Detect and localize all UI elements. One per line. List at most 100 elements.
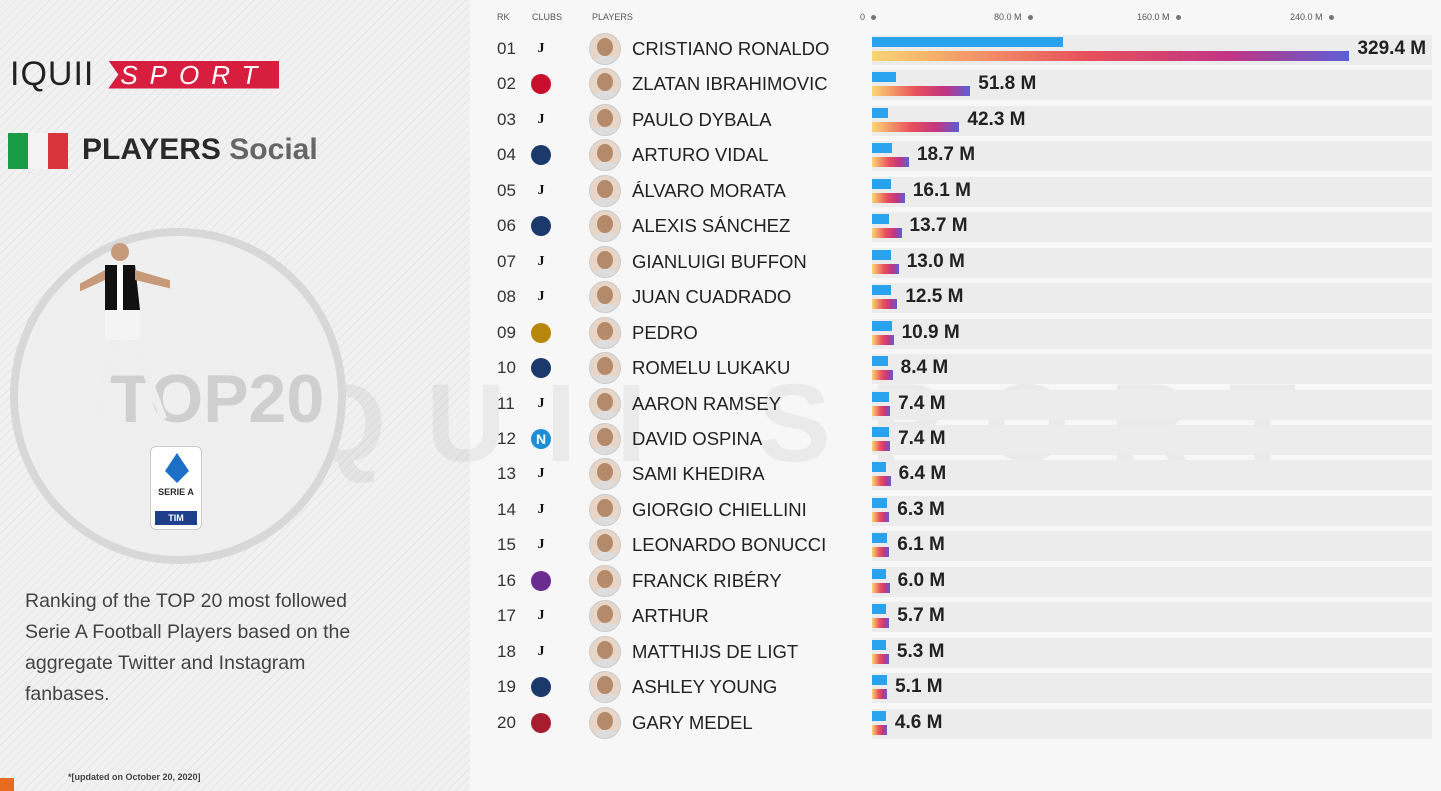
twitter-bar [872, 107, 888, 118]
roma-crest-icon [531, 322, 551, 343]
twitter-bar [872, 533, 887, 544]
bar-track [872, 318, 1432, 349]
table-row: 12 N DAVID OSPINA 7.4 M [0, 422, 1441, 459]
instagram-bar [872, 86, 971, 97]
bar-track [872, 105, 1432, 136]
player-name: ARTURO VIDAL [632, 144, 769, 166]
total-value-label: 5.3 M [896, 640, 945, 662]
bar-track [872, 354, 1432, 385]
player-name: FRANCK RIBÉRY [632, 569, 782, 591]
player-avatar [589, 458, 621, 491]
rank: 05 [497, 180, 516, 200]
rank: 01 [497, 39, 516, 58]
table-row: 14 J GIORGIO CHIELLINI 6.3 M [0, 493, 1441, 530]
rank: 12 [497, 428, 516, 448]
juventus-crest-icon: J [537, 41, 545, 56]
twitter-bar [872, 214, 890, 225]
total-value-label: 6.4 M [898, 463, 947, 485]
juventus-crest-icon: J [537, 289, 545, 305]
instagram-bar [872, 689, 888, 700]
twitter-bar [872, 462, 886, 473]
instagram-bar [872, 121, 960, 132]
instagram-bar [872, 653, 889, 664]
napoli-crest-icon: N [531, 428, 551, 449]
instagram-bar [872, 582, 890, 593]
instagram-bar [872, 618, 890, 629]
twitter-bar [872, 356, 888, 367]
table-row: 17 J ARTHUR 5.7 M [0, 600, 1441, 636]
bar-track [872, 460, 1432, 491]
juventus-crest-icon: J [537, 501, 545, 517]
player-name: DAVID OSPINA [632, 427, 763, 449]
player-avatar [589, 706, 621, 739]
juventus-crest-icon: J [537, 111, 545, 127]
table-row: 08 J JUAN CUADRADO 12.5 M [0, 281, 1441, 317]
bar-track [872, 566, 1432, 597]
serie-a-logo: SERIE A TIM [150, 446, 202, 530]
bologna-crest-icon [531, 712, 551, 733]
rank: 10 [497, 358, 516, 378]
rank: 07 [497, 251, 516, 271]
instagram-bar [872, 511, 890, 522]
player-avatar [589, 529, 621, 562]
table-row: 09 PEDRO 10.9 M [0, 316, 1441, 353]
inter-crest-icon [531, 145, 551, 166]
table-row: 05 J ÁLVARO MORATA 16.1 M [0, 174, 1441, 211]
twitter-bar [872, 426, 889, 437]
player-name: LEONARDO BONUCCI [632, 534, 827, 556]
total-value-label: 42.3 M [967, 108, 1026, 130]
table-row: 16 FRANCK RIBÉRY 6.0 M [0, 564, 1441, 601]
x-tick-label: 0 [860, 12, 877, 22]
bar-track [872, 247, 1432, 278]
total-value-label: 13.7 M [909, 215, 968, 237]
rank: 18 [497, 641, 516, 661]
table-row: 03 J PAULO DYBALA 42.3 M [0, 103, 1441, 140]
twitter-bar [872, 72, 896, 83]
total-value-label: 6.0 M [897, 569, 946, 591]
bar-track [872, 673, 1432, 704]
player-name: ASHLEY YOUNG [632, 676, 778, 698]
total-value-label: 329.4 M [1357, 38, 1427, 59]
total-value-label: 51.8 M [978, 73, 1037, 95]
instagram-bar [872, 157, 909, 168]
iquii-sport-logo: IQUII SPORT [10, 55, 280, 94]
twitter-bar [872, 497, 888, 508]
table-row: 06 ALEXIS SÁNCHEZ 13.7 M [0, 210, 1441, 246]
rank: 19 [497, 677, 516, 697]
player-avatar [589, 281, 621, 314]
twitter-bar [872, 391, 889, 402]
player-avatar [589, 174, 621, 207]
bar-track [872, 602, 1432, 633]
rank: 09 [497, 322, 516, 342]
total-value-label: 13.0 M [906, 250, 965, 272]
player-avatar [589, 352, 621, 385]
twitter-bar [872, 710, 887, 721]
player-name: GIORGIO CHIELLINI [632, 498, 807, 520]
player-avatar [589, 671, 621, 704]
header-rank: RK [497, 12, 510, 22]
instagram-bar [872, 405, 891, 416]
player-name: PAULO DYBALA [632, 108, 772, 130]
rank: 20 [497, 712, 516, 732]
player-name: GIANLUIGI BUFFON [632, 250, 807, 272]
instagram-bar [872, 334, 894, 345]
player-avatar [589, 493, 621, 526]
player-avatar [589, 103, 621, 136]
rank: 02 [497, 74, 516, 94]
juventus-crest-icon: J [537, 643, 545, 659]
total-value-label: 18.7 M [916, 144, 976, 166]
player-avatar [589, 33, 621, 65]
rank: 16 [497, 570, 516, 590]
instagram-bar [872, 51, 1350, 61]
player-avatar [589, 245, 621, 278]
inter-crest-icon [531, 677, 551, 698]
juventus-crest-icon: J [537, 253, 545, 269]
italy-flag-icon [8, 133, 68, 169]
instagram-bar [872, 476, 891, 487]
bar-track [872, 283, 1432, 314]
total-value-label: 7.4 M [898, 427, 946, 449]
player-name: ROMELU LUKAKU [632, 357, 791, 379]
x-tick-label: 80.0 M [994, 12, 1033, 22]
bar-track [872, 141, 1432, 172]
player-avatar [589, 68, 621, 101]
